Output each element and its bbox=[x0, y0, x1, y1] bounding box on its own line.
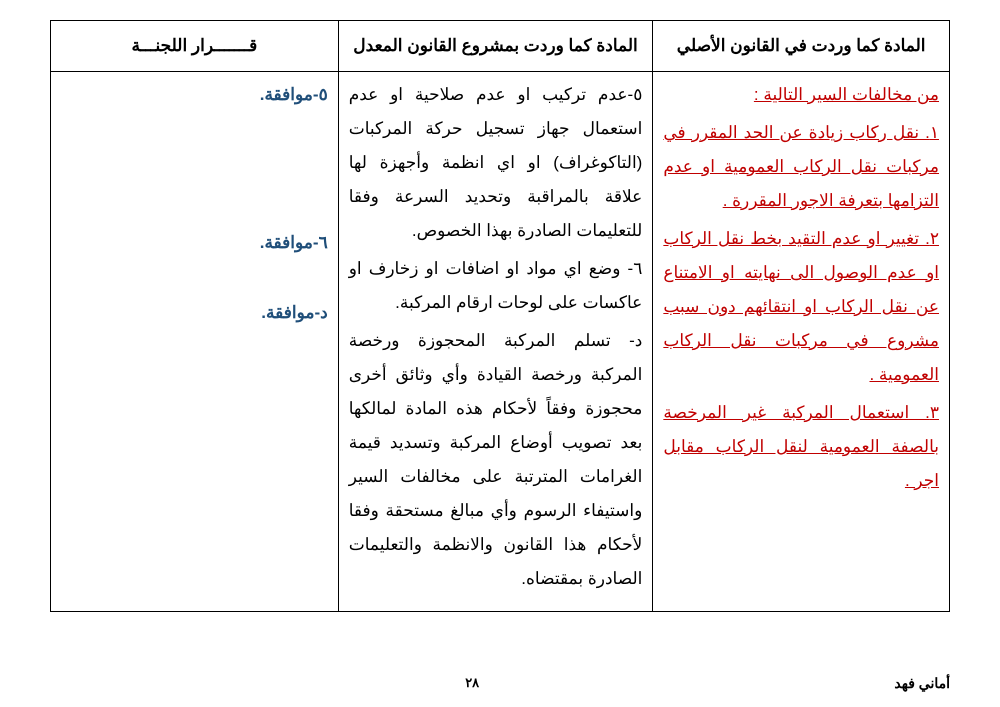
original-item-2: ٢. تغيير او عدم التقيد بخط نقل الركاب او… bbox=[663, 229, 939, 384]
amended-item-5: ٥-عدم تركيب او عدم صلاحية او عدم استعمال… bbox=[349, 78, 643, 248]
amended-item-d: د- تسلم المركبة المحجوزة ورخصة المركبة و… bbox=[349, 324, 643, 596]
table-row: من مخالفات السير التالية : ١. نقل ركاب ز… bbox=[51, 72, 950, 612]
page-footer: أماني فهد ٢٨ bbox=[50, 675, 950, 692]
decision-5: ٥-موافقة. bbox=[260, 85, 328, 104]
footer-page-number: ٢٨ bbox=[50, 675, 950, 691]
header-original-law: المادة كما وردت في القانون الأصلي bbox=[653, 21, 950, 72]
original-item-1: ١. نقل ركاب زيادة عن الحد المقرر في مركب… bbox=[663, 123, 939, 210]
cell-amended-law: ٥-عدم تركيب او عدم صلاحية او عدم استعمال… bbox=[338, 72, 653, 612]
original-item-3: ٣. استعمال المركبة غير المرخصة بالصفة ال… bbox=[663, 403, 939, 490]
cell-committee-decision: ٥-موافقة. ٦-موافقة. د-موافقة. bbox=[51, 72, 339, 612]
comparison-table: المادة كما وردت في القانون الأصلي المادة… bbox=[50, 20, 950, 612]
cell-original-law: من مخالفات السير التالية : ١. نقل ركاب ز… bbox=[653, 72, 950, 612]
footer-author-name: أماني فهد bbox=[894, 675, 950, 692]
table-header-row: المادة كما وردت في القانون الأصلي المادة… bbox=[51, 21, 950, 72]
header-amended-law: المادة كما وردت بمشروع القانون المعدل bbox=[338, 21, 653, 72]
header-committee-decision: قـــــــرار اللجنـــة bbox=[51, 21, 339, 72]
decision-d: د-موافقة. bbox=[261, 303, 327, 322]
decision-6: ٦-موافقة. bbox=[260, 233, 328, 252]
original-intro: من مخالفات السير التالية : bbox=[754, 85, 939, 104]
amended-item-6: ٦- وضع اي مواد او اضافات او زخارف او عاك… bbox=[349, 252, 643, 320]
